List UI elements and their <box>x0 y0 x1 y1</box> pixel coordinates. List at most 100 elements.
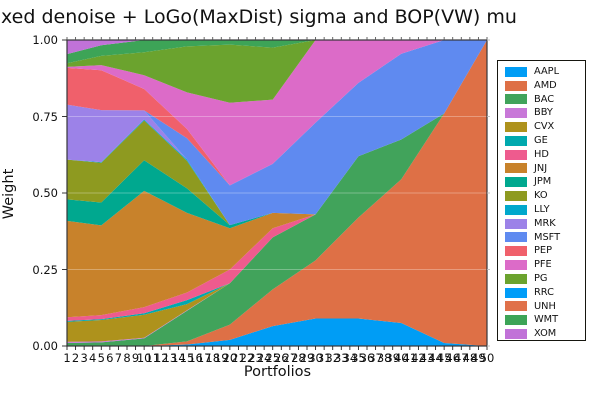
legend-swatch-RRC <box>505 287 527 298</box>
y-tick-label: 1.00 <box>32 33 58 47</box>
legend-item: RRC <box>505 286 585 300</box>
x-tick-label: 15 <box>179 351 195 365</box>
x-tick-label: 23 <box>248 351 263 365</box>
area-series-AAPL <box>67 318 487 346</box>
legend-label: KO <box>534 190 548 202</box>
x-tick-label: 13 <box>162 351 178 365</box>
legend-item: UNH <box>505 300 585 314</box>
area-series-AMD <box>67 40 487 346</box>
x-tick-label: 34 <box>342 351 358 365</box>
x-tick-label: 40 <box>393 351 409 365</box>
legend-item: AAPL <box>505 65 585 79</box>
legend-item: BBY <box>505 106 585 120</box>
legend-label: BBY <box>534 107 553 119</box>
x-tick-label: 7 <box>114 351 123 365</box>
legend-label: MSFT <box>534 231 561 243</box>
x-tick-label: 24 <box>256 351 272 365</box>
legend-item: JPM <box>505 175 585 189</box>
legend-label: PFE <box>534 259 552 271</box>
legend-label: AAPL <box>534 66 560 77</box>
x-tick-label: 16 <box>188 351 203 365</box>
legend-item: CVX <box>505 120 585 134</box>
x-tick-label: 37 <box>368 351 383 365</box>
legend-item: HD <box>505 148 585 162</box>
legend-label: HD <box>534 148 549 160</box>
area-series-MSFT <box>67 40 487 226</box>
legend-label: CVX <box>534 121 555 133</box>
x-tick-label: 41 <box>402 351 418 365</box>
x-tick-label: 48 <box>462 351 478 365</box>
x-tick-label: 44 <box>428 351 443 365</box>
x-tick-label: 42 <box>411 351 426 365</box>
chart-title: xed denoise + LoGo(MaxDist) sigma and BO… <box>1 6 517 28</box>
legend-swatch-CVX <box>505 122 527 133</box>
x-tick-label: 4 <box>89 351 97 365</box>
legend-swatch-XOM <box>505 329 527 340</box>
x-tick-label: 31 <box>316 351 332 365</box>
legend-item: BAC <box>505 93 585 107</box>
legend-item: LLY <box>505 203 585 217</box>
x-tick-label: 8 <box>123 351 131 365</box>
legend-swatch-AMD <box>505 80 527 91</box>
area-series-JPM <box>67 40 487 229</box>
legend-label: UNH <box>534 300 556 312</box>
legend-item: PG <box>505 272 585 286</box>
legend-swatch-BAC <box>505 94 527 105</box>
x-tick-label: 5 <box>97 351 105 365</box>
legend-label: BAC <box>534 93 555 105</box>
legend-swatch-MRK <box>505 218 527 229</box>
area-series-XOM <box>67 40 487 55</box>
area-series-WMT <box>67 40 487 64</box>
x-tick-label: 26 <box>273 351 289 365</box>
x-tick-label: 33 <box>333 351 349 365</box>
x-tick-label: 35 <box>351 351 366 365</box>
legend-swatch-BBY <box>505 108 527 119</box>
area-series-PFE <box>67 40 487 186</box>
y-tick-label: 0.50 <box>32 186 58 200</box>
legend-swatch-JPM <box>505 177 527 188</box>
legend-item: KO <box>505 189 585 203</box>
legend-item: PEP <box>505 244 585 258</box>
legend-label: RRC <box>534 286 554 298</box>
x-tick-label: 3 <box>80 351 88 365</box>
x-tick-label: 14 <box>171 351 186 365</box>
x-axis-label: Portfolios <box>243 364 312 380</box>
area-series-BAC <box>67 40 487 346</box>
x-tick-label: 32 <box>325 351 341 365</box>
area-series-PG <box>67 40 487 103</box>
legend: AAPL AMD BAC BBY CVX GE HD JNJ JPM KO LLY MRK MSFT PE… <box>497 60 586 341</box>
x-tick-label: 27 <box>282 351 298 365</box>
legend-label: JNJ <box>534 162 548 174</box>
x-tick-label: 10 <box>136 351 152 365</box>
x-tick-label: 36 <box>359 351 375 365</box>
legend-swatch-AAPL <box>505 66 527 77</box>
legend-label: PG <box>534 272 548 284</box>
legend-label: AMD <box>534 79 557 91</box>
x-tick-label: 29 <box>299 351 315 365</box>
x-tick-label: 12 <box>153 351 169 365</box>
area-series-JNJ <box>67 40 487 318</box>
legend-swatch-UNH <box>505 301 527 312</box>
legend-swatch-LLY <box>505 204 527 215</box>
x-tick-label: 47 <box>453 351 469 365</box>
legend-item: MSFT <box>505 231 585 245</box>
legend-label: JPM <box>534 176 552 188</box>
y-tick-label: 0.00 <box>32 339 58 353</box>
x-tick-label: 20 <box>222 351 238 365</box>
x-tick-label: 22 <box>239 351 255 365</box>
legend-label: XOM <box>534 328 557 340</box>
legend-label: WMT <box>534 314 559 326</box>
x-tick-label: 17 <box>196 351 212 365</box>
legend-item: JNJ <box>505 162 585 176</box>
legend-item: MRK <box>505 217 585 231</box>
x-tick-label: 6 <box>106 351 114 365</box>
legend-item: XOM <box>505 327 585 341</box>
x-tick-label: 49 <box>471 351 486 365</box>
legend-swatch-PFE <box>505 260 527 271</box>
x-tick-label: 38 <box>376 351 392 365</box>
legend-swatch-PEP <box>505 246 527 257</box>
legend-swatch-JNJ <box>505 163 527 174</box>
x-tick-label: 21 <box>231 351 246 365</box>
area-series-PEP <box>67 40 487 186</box>
legend-swatch-HD <box>505 149 527 160</box>
